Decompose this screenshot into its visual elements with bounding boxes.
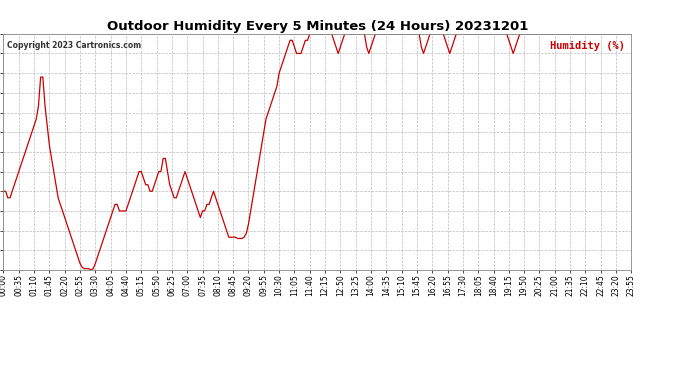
Text: Copyright 2023 Cartronics.com: Copyright 2023 Cartronics.com <box>7 41 141 50</box>
Title: Outdoor Humidity Every 5 Minutes (24 Hours) 20231201: Outdoor Humidity Every 5 Minutes (24 Hou… <box>107 20 528 33</box>
Text: Humidity (%): Humidity (%) <box>550 41 625 51</box>
